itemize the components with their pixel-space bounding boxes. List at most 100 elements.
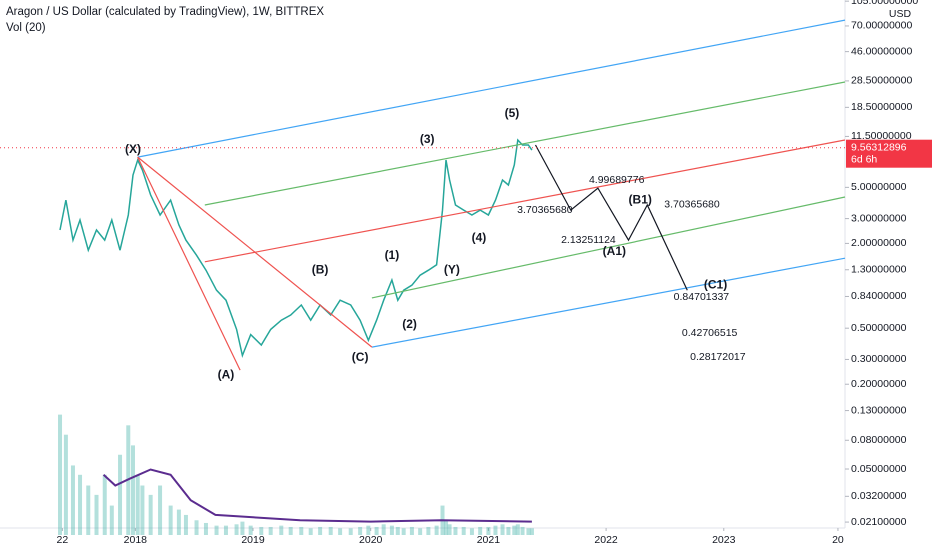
volume-bar xyxy=(109,505,114,535)
volume-bar xyxy=(515,524,520,535)
volume-bar xyxy=(70,465,75,535)
y-tick-label: 0.84000000 xyxy=(851,290,907,302)
volume-bar xyxy=(395,526,400,535)
volume-bar xyxy=(381,524,386,535)
price-line xyxy=(102,468,532,523)
volume-bar xyxy=(240,521,245,535)
drawing-line xyxy=(534,144,688,291)
wave-label: (B1) xyxy=(629,192,652,206)
volume-bar xyxy=(389,525,394,535)
y-tick-label: 0.20000000 xyxy=(851,378,907,390)
volume-bar xyxy=(447,524,452,535)
volume-bar xyxy=(328,526,333,535)
y-tick-label: 105.00000000 xyxy=(851,0,918,7)
volume-bar xyxy=(94,494,99,535)
y-tick-label: 0.03200000 xyxy=(851,490,907,502)
volume-bar xyxy=(500,524,505,535)
volume-bar xyxy=(58,414,63,535)
wave-label: (2) xyxy=(402,317,417,331)
volume-bar xyxy=(214,525,219,535)
fib-label: 4.99689776 xyxy=(589,174,645,186)
drawing-line xyxy=(137,156,241,371)
y-tick-label: 28.50000000 xyxy=(851,75,912,87)
y-tick-label: 11.50000000 xyxy=(851,130,912,142)
y-tick-label: 2.00000000 xyxy=(851,237,907,249)
wave-label: (C1) xyxy=(704,277,727,291)
volume-bar xyxy=(318,526,323,535)
volume-bar xyxy=(140,485,145,535)
volume-bar xyxy=(526,528,531,535)
wave-label: (Y) xyxy=(444,262,460,276)
volume-bar xyxy=(86,485,91,535)
y-tick-label: 0.05000000 xyxy=(851,463,907,475)
volume-bar xyxy=(308,528,313,535)
y-tick-label: 1.30000000 xyxy=(851,264,907,276)
volume-bar xyxy=(426,526,431,535)
x-tick-label: 2023 xyxy=(712,534,736,546)
wave-label: (3) xyxy=(420,132,435,146)
drawing-line xyxy=(204,81,846,206)
wave-label: (1) xyxy=(385,248,400,262)
volume-bar xyxy=(130,445,135,535)
wave-label: (4) xyxy=(472,230,487,244)
wave-label: (A1) xyxy=(603,244,626,258)
volume-bar xyxy=(444,520,449,535)
subtitle: Vol (20) xyxy=(6,22,46,34)
volume-bar xyxy=(512,525,517,535)
fib-label: 3.70365680 xyxy=(664,199,720,211)
x-tick-label: 20 xyxy=(832,534,844,546)
volume-bar xyxy=(168,505,173,535)
volume-bar xyxy=(348,528,353,535)
volume-bar xyxy=(288,526,293,535)
x-tick-label: 2018 xyxy=(124,534,148,546)
y-tick-label: 5.00000000 xyxy=(851,181,907,193)
price-line xyxy=(59,138,533,359)
volume-bar xyxy=(338,528,343,535)
volume-bar xyxy=(176,509,181,535)
fib-label: 0.84701337 xyxy=(674,291,730,303)
volume-bar xyxy=(409,526,414,535)
countdown: 6d 6h xyxy=(851,153,877,165)
currency: USD xyxy=(889,8,912,20)
volume-bar xyxy=(279,525,284,535)
last-price-label: 9.56312896 xyxy=(851,141,907,153)
volume-bar xyxy=(529,528,534,535)
volume-bar xyxy=(478,526,483,535)
fib-label: 3.70365680 xyxy=(517,204,573,216)
drawing-line xyxy=(371,196,846,299)
wave-label: (B) xyxy=(312,262,329,276)
last-price-box xyxy=(846,139,932,168)
fib-label: 0.28172017 xyxy=(690,351,746,363)
volume-bar xyxy=(418,528,423,535)
y-tick-label: 0.30000000 xyxy=(851,353,907,365)
volume-bar xyxy=(520,526,525,535)
wave-label: (X) xyxy=(125,142,141,156)
y-tick-label: 0.02100000 xyxy=(851,516,907,528)
y-tick-label: 46.00000000 xyxy=(851,45,912,57)
price-axis-bg xyxy=(845,0,932,550)
fib-label: 0.42706515 xyxy=(682,327,738,339)
drawing-line xyxy=(137,156,373,348)
volume-bar xyxy=(183,514,188,535)
volume-bar xyxy=(461,526,466,535)
fib-label: 2.13251124 xyxy=(561,234,616,246)
y-tick-label: 3.00000000 xyxy=(851,212,907,224)
drawing-line xyxy=(137,19,846,158)
drawing-line xyxy=(204,139,846,263)
volume-bar xyxy=(506,526,511,535)
volume-bar xyxy=(63,434,68,535)
x-tick-label: 2021 xyxy=(477,534,501,546)
volume-bar xyxy=(299,526,304,535)
volume-bar xyxy=(234,524,239,535)
y-tick-label: 0.08000000 xyxy=(851,434,907,446)
volume-bar xyxy=(453,526,458,535)
volume-bar xyxy=(158,485,163,535)
volume-bar xyxy=(223,525,228,535)
volume-bar xyxy=(78,474,83,535)
x-tick-label: 22 xyxy=(57,534,69,546)
y-tick-label: 0.50000000 xyxy=(851,322,907,334)
volume-bar xyxy=(135,474,140,535)
volume-bar xyxy=(148,494,153,535)
volume-bar xyxy=(486,526,491,535)
